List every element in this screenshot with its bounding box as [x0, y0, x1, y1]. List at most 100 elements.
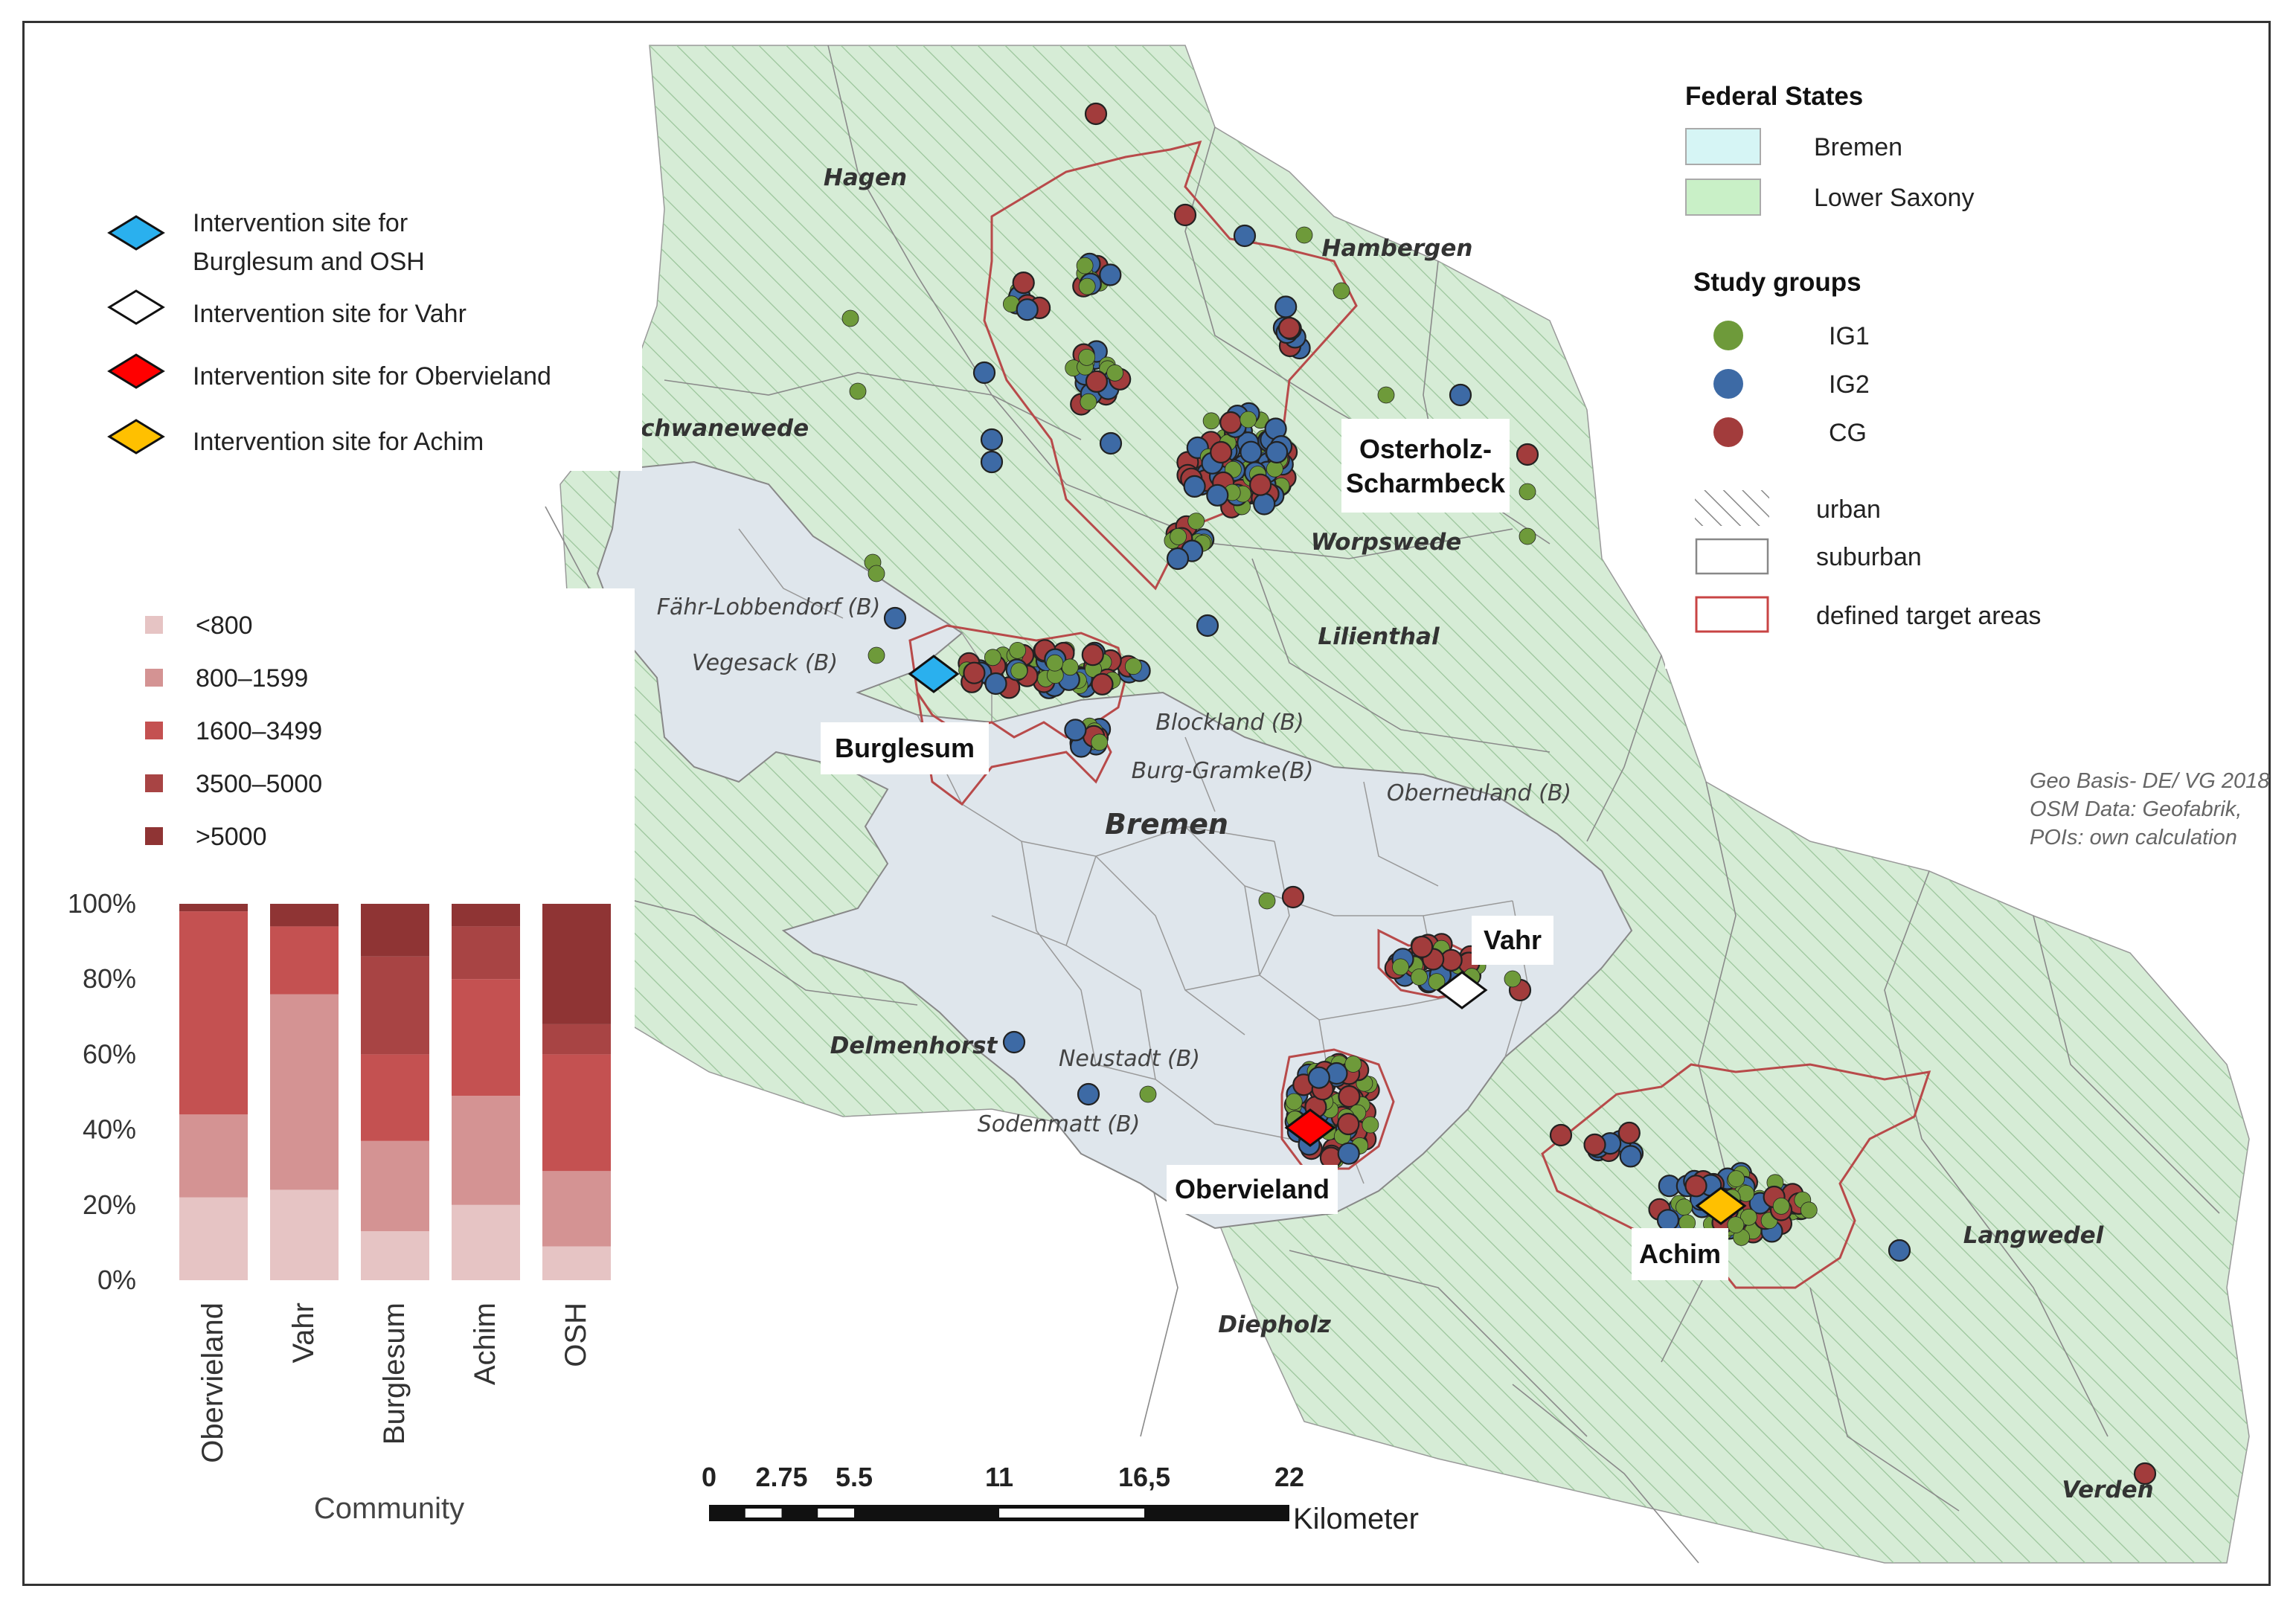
- diamond-blue-icon: [908, 655, 960, 693]
- group-marker: [1713, 369, 1743, 399]
- bar-segment: [361, 1140, 429, 1232]
- right-legend: Federal States Bremen Lower Saxony Study gr…: [1665, 74, 2134, 669]
- scale-tick-label: 2.75: [755, 1462, 807, 1492]
- area-type-label: urban: [1816, 495, 1881, 524]
- bremen-region: [596, 460, 1633, 1230]
- callout-osh: Scharmbeck: [1346, 468, 1506, 498]
- red-outline-icon: [1695, 596, 1769, 633]
- place-label: Fähr-Lobbendorf (B): [657, 594, 881, 620]
- bar-segment: [179, 1114, 248, 1198]
- diamond-orange-icon: [1695, 1186, 1747, 1225]
- callout-box: [821, 722, 989, 774]
- place-label: Neustadt (B): [1059, 1046, 1200, 1072]
- federal-swatch: [1685, 128, 1761, 165]
- source-note: POIs: own calculation: [2030, 826, 2237, 850]
- bar-segment: [452, 1096, 520, 1205]
- place-label: Hagen: [824, 164, 907, 191]
- scale-tick-label: 22: [1274, 1462, 1304, 1492]
- place-label: Bremen: [1105, 808, 1228, 841]
- callouts: Osterholz- Scharmbeck Burglesum Vahr Obervie…: [821, 419, 1728, 1280]
- y-tick-label: 40%: [83, 1114, 136, 1145]
- study-group-label: IG2: [1829, 370, 1870, 399]
- figure-frame: Hagen Hambergen Schwanewede Worpswede Lilien…: [22, 21, 2271, 1586]
- population-density-chart: <800 800–1599 1600–3499 3500–5000 >5000 0% 20%…: [68, 588, 635, 1555]
- chart-legend-label: 800–1599: [196, 664, 308, 693]
- bar-segment: [542, 1246, 611, 1280]
- callout-vahr: Vahr: [1484, 925, 1542, 955]
- scale-tick-label: 5.5: [836, 1462, 873, 1492]
- bar-segment: [361, 1054, 429, 1141]
- study-points: [841, 102, 2157, 1486]
- place-label: Oberneuland (B): [1387, 780, 1571, 806]
- federal-states-title: Federal States: [1685, 82, 1863, 111]
- place-label: Worpswede: [1311, 529, 1462, 556]
- chart-legend-swatch: [145, 774, 163, 792]
- area-type-label: suburban: [1816, 543, 1922, 571]
- group-marker: [1713, 417, 1743, 447]
- chart-legend-swatch: [145, 616, 163, 634]
- place-label: Diepholz: [1218, 1311, 1332, 1338]
- callout-burglesum: Burglesum: [835, 733, 975, 763]
- place-label: Delmenhorst: [830, 1032, 998, 1059]
- diamond-white-icon: [1436, 971, 1488, 1009]
- federal-state-label: Lower Saxony: [1814, 184, 1974, 212]
- blank-box-icon: [1695, 538, 1769, 575]
- study-group-label: IG1: [1829, 322, 1870, 350]
- x-tick-label: Burglesum: [378, 1303, 411, 1445]
- diamond-orange-icon: [107, 419, 165, 455]
- bar-segment: [179, 1197, 248, 1280]
- bar-segment: [452, 979, 520, 1096]
- scale-tick-label: 16,5: [1118, 1462, 1170, 1492]
- y-tick-label: 100%: [68, 888, 136, 919]
- place-label: Vegesack (B): [692, 650, 838, 676]
- area-type-label: defined target areas: [1816, 602, 2041, 630]
- bar-segment: [270, 1189, 339, 1280]
- bar-segment: [270, 926, 339, 995]
- y-tick-label: 80%: [83, 963, 136, 994]
- bar-segment: [361, 1231, 429, 1280]
- x-tick-label: Achim: [469, 1303, 501, 1385]
- place-label: Burg-Gramke(B): [1132, 758, 1314, 784]
- bar-segment: [542, 1024, 611, 1055]
- x-tick-label: OSH: [559, 1303, 592, 1367]
- x-tick-label: Obervieland: [196, 1303, 229, 1463]
- callout-box: [1632, 1228, 1728, 1280]
- diamond-blue-icon: [107, 215, 165, 251]
- scale-unit-label: Kilometer: [1293, 1503, 1419, 1535]
- chart-legend-swatch: [145, 669, 163, 687]
- callout-obervieland: Obervieland: [1175, 1174, 1330, 1204]
- chart-legend-swatch: [145, 827, 163, 845]
- bar-segment: [179, 911, 248, 1115]
- scale-bar: 0 2.75 5.5 11 16,5 22 Kilometer: [702, 1462, 1419, 1535]
- bar-segment: [452, 904, 520, 927]
- place-label: Sodenmatt (B): [978, 1111, 1141, 1137]
- place-label: Verden: [2062, 1477, 2153, 1503]
- scale-tick-label: 0: [702, 1462, 716, 1492]
- source-note: Geo Basis- DE/ VG 2018: [2030, 769, 2269, 793]
- chart-legend-swatch: [145, 722, 163, 739]
- map-canvas: Hagen Hambergen Schwanewede Worpswede Lilien…: [68, 45, 2269, 1564]
- bar-segment: [542, 904, 611, 1024]
- chart-legend-label: 3500–5000: [196, 770, 322, 798]
- place-labels: Hagen Hambergen Schwanewede Worpswede Lilien…: [624, 164, 2154, 1503]
- bar-segment: [542, 1054, 611, 1172]
- place-label: Schwanewede: [624, 415, 809, 442]
- group-marker: [1713, 321, 1743, 350]
- diamond-red-icon: [107, 353, 165, 389]
- bar-segment: [452, 926, 520, 980]
- intervention-label: Burglesum and OSH: [193, 248, 425, 276]
- bar-segment: [270, 994, 339, 1190]
- intervention-label: Intervention site for Obervieland: [193, 362, 551, 391]
- federal-state-label: Bremen: [1814, 133, 1902, 161]
- callout-achim: Achim: [1639, 1239, 1721, 1269]
- place-label: Hambergen: [1322, 235, 1473, 262]
- diamond-red-icon: [1284, 1108, 1336, 1147]
- place-label: Blockland (B): [1155, 710, 1303, 736]
- federal-swatch: [1685, 179, 1761, 216]
- municipality-boundaries: [545, 45, 2220, 1564]
- bar-segment: [270, 904, 339, 927]
- bar-segment: [452, 1204, 520, 1280]
- study-group-label: CG: [1829, 419, 1867, 447]
- study-groups-title: Study groups: [1693, 268, 1862, 297]
- diamond-white-icon: [107, 289, 165, 325]
